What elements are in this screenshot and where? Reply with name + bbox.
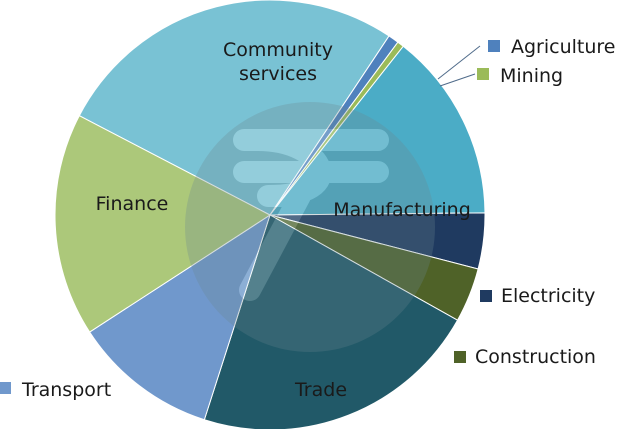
slice-labels: Community services Agriculture Mining Manufa…: [0, 36, 616, 401]
label-electricity: Electricity: [501, 285, 595, 307]
legend-marker-agriculture: [488, 40, 500, 52]
slice-manufacturing: [268, 45, 486, 216]
leader-line-agriculture: [437, 45, 481, 80]
slice-community-services: [78, 0, 390, 216]
rupee-watermark-icon: [185, 102, 435, 352]
pie-slices: [54, 0, 486, 429]
legend-marker-electricity: [480, 290, 492, 302]
label-trade: Trade: [294, 379, 347, 401]
label-construction: Construction: [475, 346, 596, 368]
label-agriculture: Agriculture: [511, 36, 616, 58]
label-mining: Mining: [500, 65, 563, 87]
legend-marker-construction: [454, 351, 466, 363]
label-community-services: Community services: [223, 39, 333, 85]
slice-finance: [54, 115, 271, 333]
label-transport: Transport: [21, 379, 111, 401]
label-finance: Finance: [96, 193, 169, 215]
legend-marker-transport: [0, 382, 11, 394]
legend-marker-mining: [477, 68, 489, 80]
slice-trade: [203, 214, 459, 429]
label-manufacturing: Manufacturing: [333, 199, 471, 221]
leader-line-mining: [439, 73, 476, 87]
slice-transport: [88, 213, 271, 421]
